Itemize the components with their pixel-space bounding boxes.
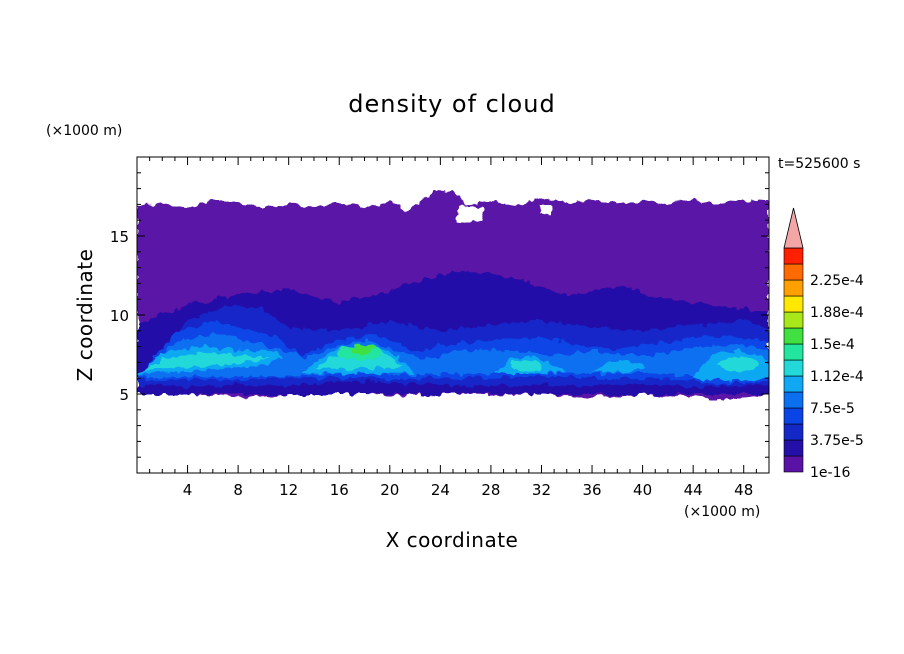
colorbar-tick-label: 1.88e-4 xyxy=(810,305,864,321)
contour-level-1 xyxy=(137,384,769,394)
colorbar-tick-label: 2.25e-4 xyxy=(810,273,864,289)
contour-level-6 xyxy=(718,357,759,371)
colorbar-swatch xyxy=(783,391,804,409)
y-axis: 5 10 15 xyxy=(110,172,769,458)
cloud-gap xyxy=(455,205,485,222)
colorbar-swatch xyxy=(783,439,804,457)
colorbar-tick-label: 1.5e-4 xyxy=(810,337,855,353)
x-tick-label: 36 xyxy=(582,481,601,499)
x-axis-label: X coordinate xyxy=(386,528,519,552)
colorbar-swatch xyxy=(783,375,804,393)
colorbar-swatch xyxy=(783,311,804,329)
colorbar-swatch xyxy=(783,263,804,281)
y-axis-label: Z coordinate xyxy=(73,249,97,382)
y-tick-label: 15 xyxy=(110,228,129,246)
y-tick-label: 5 xyxy=(119,386,129,404)
x-tick-label: 32 xyxy=(532,481,551,499)
x-tick-label: 28 xyxy=(481,481,500,499)
x-tick-label: 4 xyxy=(183,481,193,499)
colorbar-swatch xyxy=(783,455,804,473)
contour-level-6 xyxy=(143,352,270,371)
contour-level-5 xyxy=(592,360,649,372)
x-tick-label: 40 xyxy=(633,481,652,499)
colorbar: 1e-16 3.75e-5 7.5e-5 1.12e-4 1.5e-4 1.88e-4 2.… xyxy=(783,207,864,481)
colorbar-tick-label: 3.75e-5 xyxy=(810,433,864,449)
y-tick-label: 10 xyxy=(110,307,129,325)
time-label: t=525600 s xyxy=(778,156,860,172)
contour-field xyxy=(137,190,769,401)
colorbar-tick-label: 7.5e-5 xyxy=(810,401,855,417)
colorbar-swatch xyxy=(783,359,804,377)
colorbar-swatch xyxy=(783,423,804,441)
x-tick-label: 16 xyxy=(330,481,349,499)
colorbar-tick-label: 1e-16 xyxy=(810,465,850,481)
colorbar-swatch xyxy=(783,247,804,265)
y-unit-label: (×1000 m) xyxy=(46,123,122,139)
x-tick-label: 48 xyxy=(734,481,753,499)
x-tick-label: 44 xyxy=(684,481,703,499)
colorbar-swatch xyxy=(783,279,804,297)
colorbar-tick-label: 1.12e-4 xyxy=(810,369,864,385)
colorbar-swatch xyxy=(783,343,804,361)
colorbar-swatch xyxy=(783,407,804,425)
x-tick-label: 8 xyxy=(233,481,243,499)
colorbar-swatch xyxy=(783,295,804,313)
chart-title: density of cloud xyxy=(348,90,555,118)
x-tick-label: 24 xyxy=(431,481,450,499)
x-unit-label: (×1000 m) xyxy=(684,504,760,520)
x-axis: 4 8 12 16 20 24 28 32 36 40 44 48 xyxy=(149,157,757,499)
contour-level-6 xyxy=(511,360,542,371)
x-tick-label: 20 xyxy=(380,481,399,499)
colorbar-extend-arrow xyxy=(783,207,804,249)
x-tick-label: 12 xyxy=(279,481,298,499)
contour-level-8 xyxy=(350,345,374,353)
colorbar-swatch xyxy=(783,327,804,345)
cloud-gap xyxy=(538,204,555,216)
